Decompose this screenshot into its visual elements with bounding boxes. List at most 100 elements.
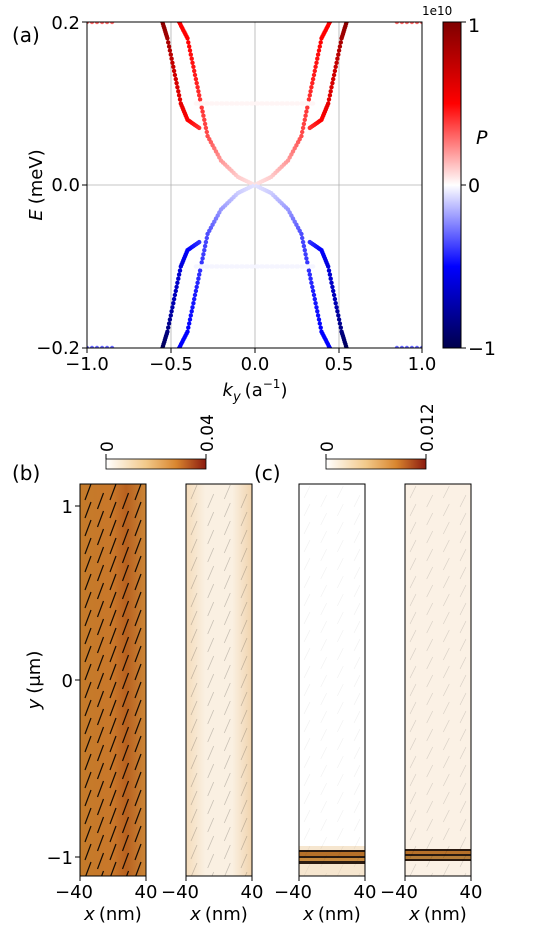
current-streamline: [109, 807, 117, 825]
current-streamline: [320, 728, 327, 742]
spectrum-point: [317, 44, 322, 49]
a-ytick: −0.2: [36, 338, 80, 359]
current-streamline: [223, 664, 231, 680]
current-streamline: [223, 610, 231, 626]
current-streamline: [426, 548, 433, 562]
current-streamline: [303, 827, 311, 841]
current-streamline: [134, 825, 142, 843]
spectrum-point: [200, 101, 205, 106]
spectrum-point: [220, 264, 225, 269]
spectrum-point: [308, 276, 313, 281]
spectrum-point: [330, 80, 335, 86]
current-streamline: [121, 762, 130, 780]
current-streamline: [443, 611, 450, 625]
current-streamline: [240, 763, 248, 779]
current-streamline: [84, 681, 92, 699]
current-streamline: [320, 782, 327, 796]
current-streamline: [121, 564, 130, 582]
current-streamline: [353, 494, 361, 508]
spectrum-point: [192, 292, 198, 298]
current-streamline: [211, 871, 215, 876]
spectrum-point: [169, 56, 174, 61]
a-xtick: 0.0: [241, 354, 270, 375]
maps-ylabel: y(μm): [24, 651, 45, 711]
spectrum-point: [307, 272, 312, 277]
current-streamline: [121, 708, 130, 726]
current-streamline: [409, 845, 417, 859]
current-streamline: [426, 584, 433, 598]
current-streamline: [223, 682, 231, 698]
maps-xtick: −40: [55, 882, 93, 903]
spectrum-point: [177, 97, 183, 102]
spectrum-point: [334, 305, 339, 310]
current-streamline: [223, 502, 231, 518]
maps-yticks: [75, 505, 80, 858]
spectrum-point: [166, 40, 171, 45]
spectrum-point: [250, 101, 255, 106]
current-streamline: [190, 772, 198, 788]
spectrum-point: [299, 231, 304, 237]
spectrum-point: [279, 101, 284, 106]
b-left-map: [79, 483, 147, 877]
current-streamline: [84, 699, 92, 717]
current-streamline: [320, 638, 327, 652]
spectrum-point: [274, 101, 279, 106]
current-streamline: [109, 627, 117, 645]
spectrum-point: [312, 296, 317, 302]
current-streamline: [109, 771, 117, 789]
current-streamline: [337, 485, 344, 499]
current-streamline: [459, 836, 467, 850]
spectrum-point: [215, 264, 220, 269]
current-streamline: [190, 808, 198, 824]
current-streamline: [110, 861, 117, 876]
current-streamline: [353, 584, 361, 598]
spectrum-point: [195, 264, 200, 269]
current-streamline: [84, 627, 92, 645]
current-streamline: [426, 800, 433, 814]
spectrum-point: [171, 301, 176, 306]
current-streamline: [459, 584, 467, 598]
spectrum-point: [334, 60, 339, 65]
spectrum-point: [326, 97, 332, 102]
current-streamline: [320, 656, 327, 670]
current-streamline: [459, 602, 467, 616]
current-streamline: [337, 845, 344, 859]
current-streamline: [223, 718, 231, 734]
current-streamline: [84, 555, 92, 573]
current-streamline: [109, 591, 117, 609]
current-streamline: [190, 574, 198, 590]
spectrum-point: [333, 301, 338, 306]
current-streamline: [223, 520, 231, 536]
panel-c-label: (c): [254, 461, 281, 485]
current-streamline: [320, 710, 327, 724]
spectrum-point: [186, 40, 191, 45]
spectrum-point: [316, 48, 322, 53]
current-streamline: [426, 656, 433, 670]
maps-xtick: −40: [161, 882, 199, 903]
spectrum-point: [299, 133, 304, 139]
spectrum-point: [331, 288, 336, 294]
spectrum-point: [160, 345, 165, 348]
a-xtick: 0.5: [325, 354, 354, 375]
current-streamline: [459, 782, 467, 796]
spectrum-point: [172, 72, 178, 78]
current-streamline: [337, 791, 344, 805]
current-streamline: [207, 817, 215, 833]
spectrum-point: [171, 68, 177, 74]
spectrum-point: [170, 60, 175, 65]
maps-xlabel: x (nm): [408, 904, 467, 925]
spectrum-point: [188, 313, 193, 318]
spectrum-point: [189, 309, 194, 314]
current-streamline: [443, 557, 450, 571]
current-streamline: [443, 863, 450, 876]
current-streamline: [207, 853, 215, 869]
current-streamline: [96, 600, 105, 618]
current-streamline: [121, 492, 130, 510]
current-streamline: [207, 835, 215, 851]
current-streamline: [134, 789, 142, 807]
current-streamline: [459, 656, 467, 670]
spectrum-point: [171, 296, 177, 302]
current-streamline: [109, 555, 117, 573]
current-streamline: [409, 575, 417, 589]
current-streamline: [303, 503, 311, 517]
